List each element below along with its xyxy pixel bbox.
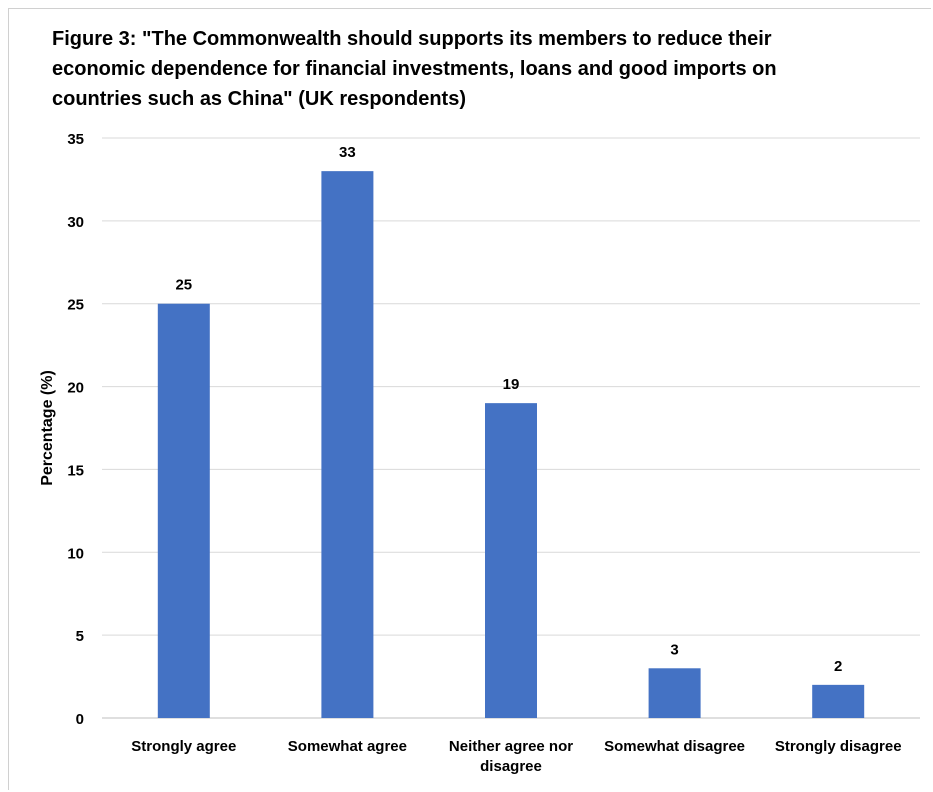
y-tick-label: 0 (76, 711, 84, 728)
x-tick-label: Neither agree nor disagree (449, 738, 573, 775)
gridlines (102, 137, 920, 719)
bar (648, 668, 701, 718)
y-tick-label: 10 (67, 545, 84, 562)
y-tick-label: 25 (67, 297, 84, 314)
bar (812, 684, 865, 718)
bar (157, 303, 210, 718)
x-tick-label: Somewhat disagree (604, 738, 745, 755)
bars (157, 171, 865, 719)
chart-title: Figure 3: "The Commonwealth should suppo… (52, 28, 777, 110)
x-tick-label: Strongly disagree (775, 738, 902, 755)
y-tick-labels: 0 5 10 15 20 25 30 35 (67, 131, 84, 728)
data-label: 3 (670, 641, 678, 658)
y-axis-label: Percentage (%) (39, 370, 56, 486)
x-tick-label: Strongly agree (131, 738, 236, 755)
bar (321, 171, 374, 719)
data-labels: 25 33 19 3 2 (175, 144, 842, 675)
y-tick-label: 35 (67, 131, 84, 148)
y-tick-label: 20 (67, 380, 84, 397)
x-tick-label: Somewhat agree (288, 738, 407, 755)
y-tick-label: 5 (76, 628, 84, 645)
data-label: 2 (834, 658, 842, 675)
bar (485, 403, 537, 718)
data-label: 33 (339, 144, 356, 161)
x-tick-labels: Strongly agree Somewhat agree Neither agre… (131, 738, 901, 775)
data-label: 25 (175, 277, 192, 294)
chart-frame (8, 8, 931, 790)
data-label: 19 (503, 376, 520, 393)
y-tick-label: 30 (67, 214, 84, 231)
y-tick-label: 15 (67, 462, 84, 479)
